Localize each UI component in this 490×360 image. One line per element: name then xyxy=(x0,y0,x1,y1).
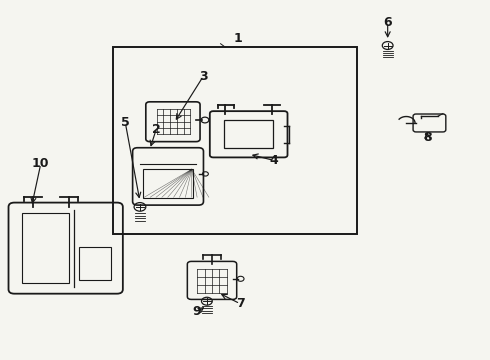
Text: 9: 9 xyxy=(193,306,201,319)
Text: 3: 3 xyxy=(199,69,208,82)
Bar xyxy=(22,213,69,283)
Text: 5: 5 xyxy=(121,116,130,129)
Text: 2: 2 xyxy=(152,123,160,136)
Bar xyxy=(79,247,111,280)
Bar xyxy=(224,120,273,148)
Bar xyxy=(113,47,357,234)
Text: 10: 10 xyxy=(32,157,49,170)
Text: 4: 4 xyxy=(269,154,278,167)
Text: 1: 1 xyxy=(233,32,242,45)
Text: 7: 7 xyxy=(236,297,245,310)
Text: 8: 8 xyxy=(423,131,432,144)
Text: 6: 6 xyxy=(383,16,392,29)
Bar xyxy=(144,169,193,198)
